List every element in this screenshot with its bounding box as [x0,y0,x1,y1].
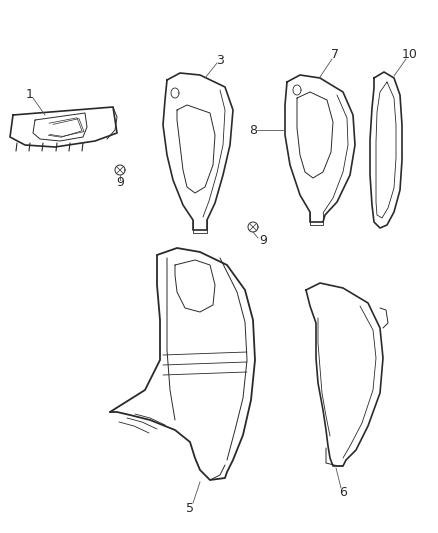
Text: 8: 8 [249,124,257,136]
Text: 1: 1 [26,88,34,101]
Text: 5: 5 [186,502,194,514]
Text: 9: 9 [116,176,124,190]
Text: 9: 9 [259,233,267,246]
Text: 10: 10 [402,49,418,61]
Text: 7: 7 [331,49,339,61]
Text: 6: 6 [339,487,347,499]
Text: 3: 3 [216,53,224,67]
